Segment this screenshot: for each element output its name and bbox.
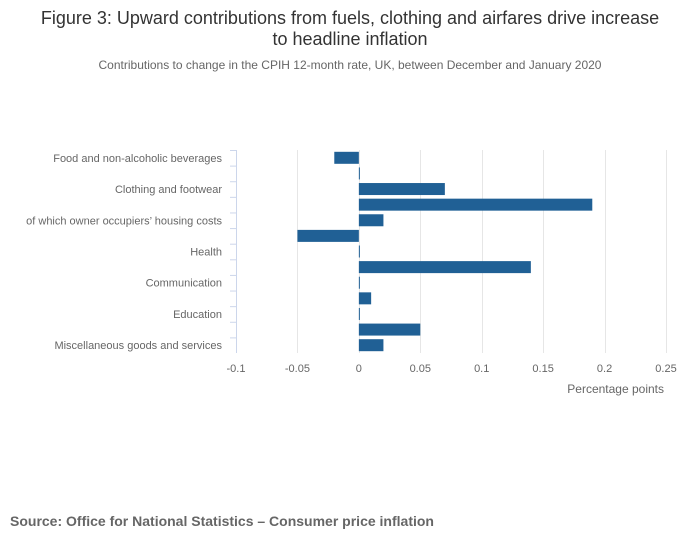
bar-furniture-and-household-goods: Furniture and household goods: -0.05 (297, 229, 359, 242)
bar-communication: Communication: 0 (358, 276, 360, 289)
x-tick-label: -0.1 (227, 363, 246, 375)
gridlines (297, 150, 667, 353)
x-tick-label: 0.2 (597, 363, 612, 375)
bar-transport: Transport: 0.14 (358, 261, 531, 274)
bar-health: Health: 0 (358, 245, 360, 258)
bar-food-and-non-alcoholic-beverages: Food and non-alcoholic beverages: -0.02 (334, 151, 359, 164)
chart-subtitle: Contributions to change in the CPIH 12-m… (98, 58, 602, 72)
chart-title: Figure 3: Upward contributions from fuel… (40, 8, 660, 49)
bar-alcohol-and-tobacco: Alcohol and tobacco: 0 (358, 167, 360, 180)
y-tick-label: Food and non-alcoholic beverages (53, 153, 222, 165)
y-tick-label: Health (190, 247, 222, 259)
bar-education: Education: 0 (358, 307, 360, 320)
x-tick-label: 0.25 (655, 363, 676, 375)
bar-miscellaneous-goods-and-services: Miscellaneous goods and services: 0.02 (358, 339, 384, 352)
x-tick-label: -0.05 (285, 363, 310, 375)
bar-clothing-and-footwear: Clothing and footwear: 0.07 (358, 183, 445, 196)
x-tick-label: 0.05 (410, 363, 431, 375)
bar-restaurants-and-hotels: Restaurants and hotels: 0.05 (358, 323, 421, 336)
bar-housing-and-household-services: Housing and household services: 0.19 (358, 198, 593, 211)
x-tick-label: 0.15 (532, 363, 553, 375)
y-tick-label: Clothing and footwear (115, 184, 222, 196)
x-axis-label: Percentage points (567, 382, 664, 396)
x-tick-label: 0 (356, 363, 362, 375)
y-tick-label: Communication (146, 278, 222, 290)
y-tick-label: of which owner occupiers’ housing costs (26, 215, 222, 227)
source-note: Source: Office for National Statistics –… (10, 513, 434, 529)
y-tick-label: Education (173, 309, 222, 321)
value-axis: -0.1 -0.05 0 0.05 0.1 0.15 0.2 0.25 (227, 363, 677, 375)
bars: Food and non-alcoholic beverages: -0.02 A… (297, 151, 593, 352)
y-tick-label: Miscellaneous goods and services (54, 340, 222, 352)
bar-recreation-and-culture: Recreation and culture: 0.01 (358, 292, 372, 305)
bar-of-which-owner-occupiers-housing-costs: of which owner occupiers’ housing costs:… (358, 214, 384, 227)
category-axis: Food and non-alcoholic beverages Clothing… (26, 150, 237, 353)
x-tick-label: 0.1 (474, 363, 489, 375)
